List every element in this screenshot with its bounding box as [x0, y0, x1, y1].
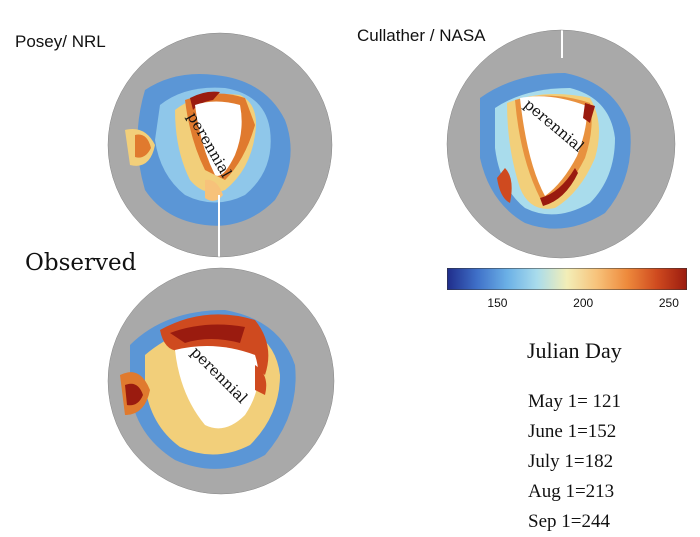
- julian-day-entry: May 1= 121: [528, 391, 622, 412]
- map-observed: perennial: [107, 267, 335, 495]
- julian-day-entry: Sep 1=244: [528, 511, 610, 532]
- julian-day-entry: June 1=152: [528, 421, 617, 442]
- colorbar-tick-label: 200: [573, 296, 594, 310]
- map-title-observed: Observed: [25, 250, 137, 276]
- map-posey: perennial: [107, 32, 333, 258]
- julian-day-entry: July 1=182: [528, 451, 614, 472]
- perennial-ice: [175, 346, 259, 429]
- julian-day-list: May 1= 121 June 1=152 July 1=182 Aug 1=213 S…: [528, 387, 621, 537]
- colorbar: [447, 268, 687, 290]
- map-title-cullather: Cullather / NASA: [357, 26, 486, 45]
- perennial-ice: [195, 101, 242, 176]
- colorbar-tick-label: 150: [487, 296, 508, 310]
- perennial-ice: [520, 96, 588, 196]
- colorbar-tick-label: 250: [658, 296, 679, 310]
- julian-day-entry: Aug 1=213: [528, 481, 615, 502]
- legend-title: Julian Day: [527, 338, 622, 363]
- map-title-posey: Posey/ NRL: [15, 32, 106, 51]
- map-cullather: perennial: [446, 29, 676, 259]
